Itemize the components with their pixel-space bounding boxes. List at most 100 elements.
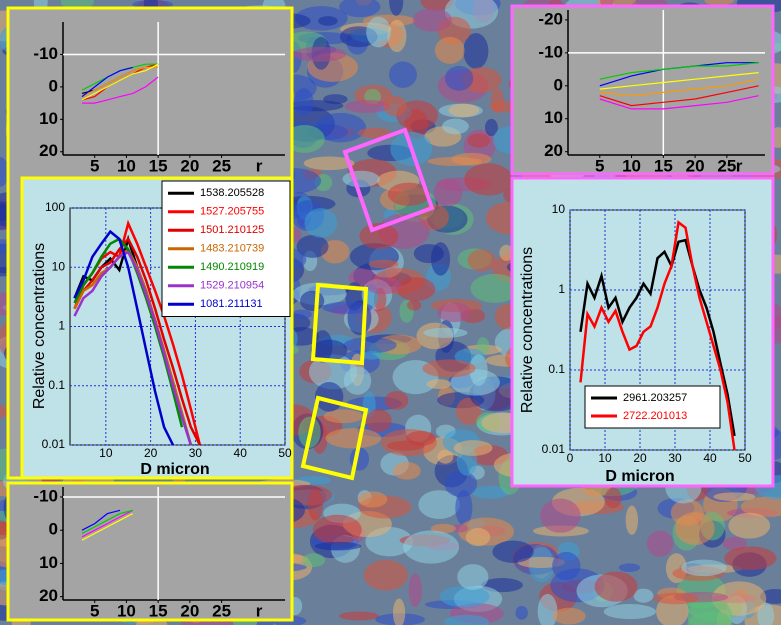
image-blob xyxy=(740,496,781,517)
region-box xyxy=(310,282,369,366)
image-blob xyxy=(448,103,480,117)
legend-box xyxy=(584,385,721,429)
image-blob xyxy=(618,563,641,572)
y-tick-label: 10 xyxy=(39,109,58,128)
x-axis-label: D micron xyxy=(605,468,674,485)
y-tick-label: 0 xyxy=(554,75,563,94)
chart: 0.01 0.1 1 10 0 10 20 30 40 50 D micron Relative co… xyxy=(519,202,752,485)
data-line xyxy=(73,236,202,446)
image-blob xyxy=(471,485,510,499)
y-tick-label: 0.1 xyxy=(548,362,565,376)
y-tick-label: 0.01 xyxy=(542,442,566,456)
data-line xyxy=(579,220,736,451)
legend-label: 1527.205755 xyxy=(200,206,264,218)
image-blob xyxy=(469,354,488,386)
image-blob xyxy=(431,242,451,276)
x-tick-label: 5 xyxy=(90,601,99,620)
data-line xyxy=(599,95,759,110)
y-tick-label: 10 xyxy=(544,108,563,127)
image-blob xyxy=(389,0,404,16)
x-tick-label: 20 xyxy=(144,446,158,460)
x-tick-label: 10 xyxy=(117,156,136,175)
image-blob xyxy=(296,235,329,258)
image-blob xyxy=(388,61,417,88)
data-line xyxy=(82,76,159,104)
chart: -20 -10 0 10 20 5 10 15 20 25 r xyxy=(538,9,765,175)
y-tick-label: 1 xyxy=(58,319,65,333)
image-blob xyxy=(426,379,452,389)
image-blob xyxy=(300,290,325,311)
x-tick-label: 20 xyxy=(686,156,705,175)
data-line xyxy=(599,78,759,97)
image-blob xyxy=(363,559,409,591)
image-blob xyxy=(444,65,474,91)
image-blob xyxy=(292,46,347,62)
chart: 0.01 0.1 1 10 100 10 20 30 40 50 D micron Relative … xyxy=(31,180,292,478)
x-tick-label: 10 xyxy=(99,446,113,460)
chart: -10 0 10 20 5 10 15 20 25 r xyxy=(33,486,285,620)
x-tick-label: 40 xyxy=(234,446,248,460)
x-tick-label: 20 xyxy=(180,601,199,620)
image-blob xyxy=(439,585,490,608)
image-blob xyxy=(552,607,586,625)
region-box xyxy=(342,127,435,233)
image-blob xyxy=(455,490,473,526)
image-blob xyxy=(361,351,383,360)
image-blob xyxy=(339,0,381,18)
image-blob xyxy=(323,409,364,424)
image-blob xyxy=(325,428,381,449)
x-axis-label: D micron xyxy=(140,461,209,478)
image-blob xyxy=(418,490,460,519)
image-blob xyxy=(687,611,733,625)
image-blob xyxy=(499,244,514,261)
x-tick-label: 40 xyxy=(703,451,717,465)
legend-label: 1490.210919 xyxy=(200,261,264,273)
legend-label: 1529.210954 xyxy=(200,280,264,292)
image-blob xyxy=(342,170,380,188)
x-tick-label: 50 xyxy=(738,451,752,465)
image-blob xyxy=(366,409,392,433)
image-blob xyxy=(464,163,513,196)
data-line xyxy=(81,509,134,538)
image-blob xyxy=(323,94,348,105)
image-blob xyxy=(427,156,482,166)
y-tick-label: -20 xyxy=(538,9,563,28)
image-blob xyxy=(704,0,734,6)
image-blob xyxy=(403,530,460,564)
data-line xyxy=(81,513,134,541)
image-blob xyxy=(470,273,520,303)
x-axis-label: r xyxy=(256,156,263,175)
image-blob xyxy=(451,523,468,533)
y-axis-label: Relative concentrations xyxy=(519,247,536,413)
legend-label: 2722.201013 xyxy=(623,410,687,422)
image-blob xyxy=(444,614,490,625)
data-line xyxy=(81,66,159,98)
image-blob xyxy=(453,440,493,456)
x-tick-label: 20 xyxy=(180,156,199,175)
region-box xyxy=(300,395,369,481)
image-blob xyxy=(540,498,581,533)
y-axis-label: Relative concentrations xyxy=(31,243,48,409)
image-blob xyxy=(467,249,496,272)
data-line xyxy=(73,229,175,446)
data-line xyxy=(81,509,121,531)
image-blob xyxy=(467,133,491,148)
image-blob xyxy=(0,405,9,418)
image-blob xyxy=(442,118,469,135)
x-axis-label: r xyxy=(256,601,263,620)
data-line xyxy=(599,72,759,90)
image-blob xyxy=(366,16,391,48)
image-blob xyxy=(318,16,338,26)
image-blob xyxy=(344,99,391,113)
image-blob xyxy=(604,487,622,509)
image-blob xyxy=(357,491,388,508)
image-blob xyxy=(293,88,314,116)
image-blob xyxy=(646,530,674,557)
inset-panel xyxy=(6,481,294,622)
inset-panel xyxy=(510,4,775,176)
legend-label: 1081.211131 xyxy=(200,298,263,310)
image-blob xyxy=(594,571,638,602)
image-blob xyxy=(284,124,325,153)
y-tick-label: 0 xyxy=(49,76,58,95)
